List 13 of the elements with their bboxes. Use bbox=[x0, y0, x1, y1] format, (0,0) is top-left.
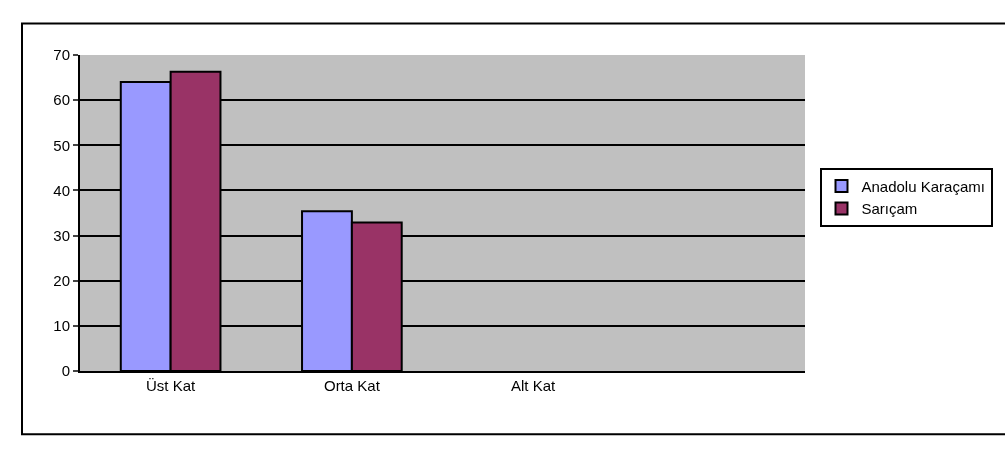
legend-label: Anadolu Karaçamı bbox=[861, 177, 985, 195]
y-tick-label: 60 bbox=[53, 91, 70, 109]
y-tick-label: 40 bbox=[53, 181, 70, 199]
x-tick-label: Orta Kat bbox=[323, 377, 381, 394]
y-tick-label: 70 bbox=[53, 46, 70, 64]
y-tick-label: 0 bbox=[61, 362, 70, 380]
y-tick-label: 30 bbox=[53, 226, 70, 244]
y-tick-label: 20 bbox=[53, 271, 70, 289]
x-tick-label: Üst Kat bbox=[146, 377, 197, 394]
y-tick-label: 10 bbox=[53, 317, 70, 335]
legend-label: Sarıçam bbox=[861, 200, 918, 218]
x-tick-label: Alt Kat bbox=[511, 377, 557, 394]
y-tick-label: 50 bbox=[53, 136, 70, 154]
